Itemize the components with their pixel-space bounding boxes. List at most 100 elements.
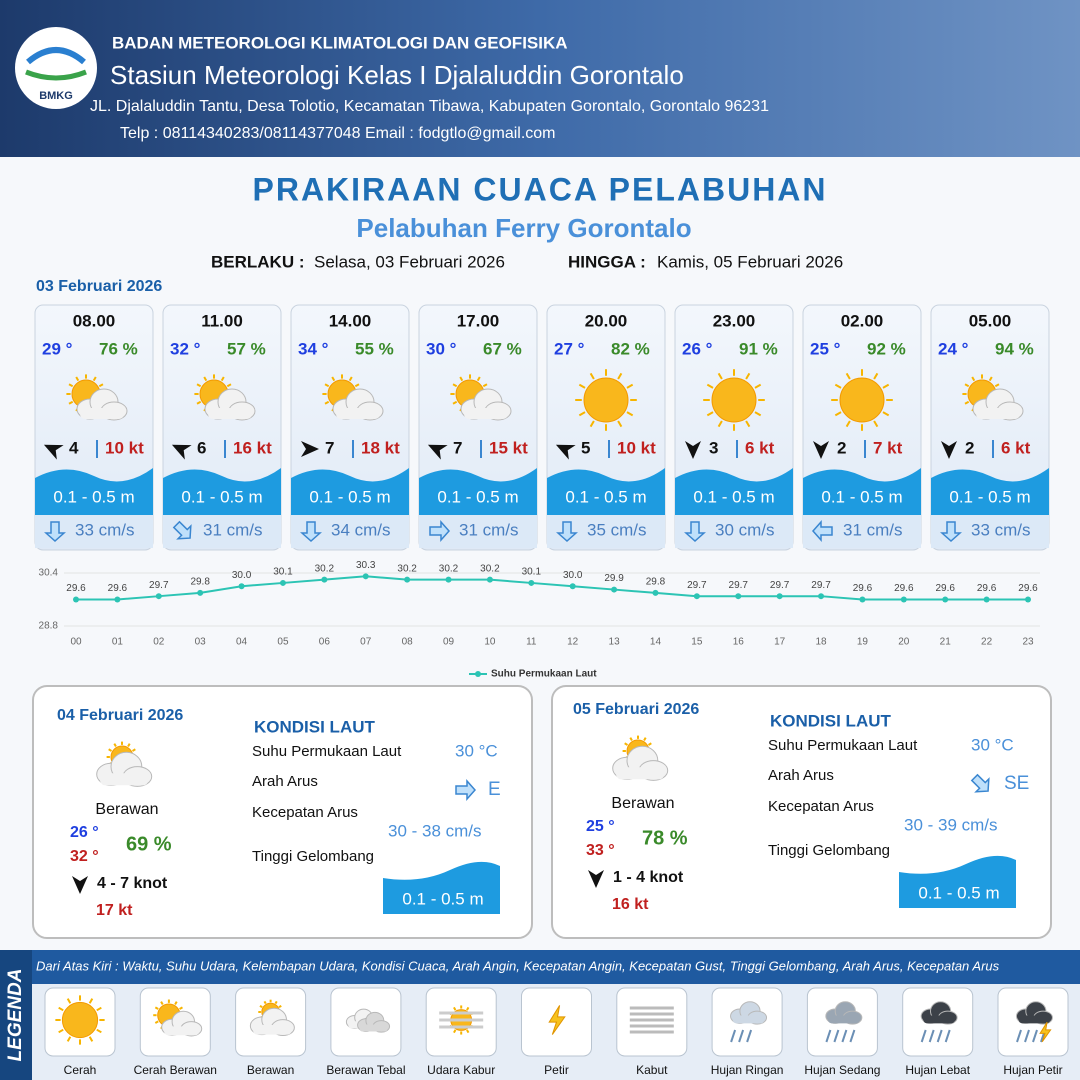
- day-heading: KONDISI LAUT: [770, 711, 892, 730]
- point: [776, 593, 783, 600]
- slot-wind: 3: [709, 438, 718, 457]
- slot-rh: 55 %: [355, 339, 394, 358]
- data-label: 29.6: [853, 583, 873, 594]
- slot-current: 35 cm/s: [587, 520, 647, 539]
- slot-current: 33 cm/s: [75, 520, 135, 539]
- wave-shape: [35, 468, 153, 515]
- sun-ray: [717, 372, 723, 380]
- data-label: 29.7: [811, 580, 831, 591]
- cloud-base: [828, 1015, 860, 1024]
- current-arrow: [300, 521, 322, 543]
- slot-wind: 4: [69, 438, 79, 457]
- cloud-icon: [825, 1001, 863, 1025]
- wind-arrow: [588, 870, 604, 888]
- x-tick-label: 04: [236, 637, 248, 648]
- wave-shape: [163, 468, 281, 515]
- data-label: 29.6: [894, 583, 914, 594]
- sun-ray: [873, 420, 879, 428]
- sun-ray: [964, 383, 970, 388]
- cloud-icon: [249, 1007, 295, 1037]
- line: [76, 575, 1028, 601]
- point: [528, 579, 535, 586]
- sun-ray: [453, 1006, 457, 1011]
- sun-ray: [174, 1001, 178, 1006]
- x-tick-label: 10: [484, 637, 496, 648]
- data-label: 30.0: [563, 570, 583, 581]
- x-tick-label: 15: [691, 637, 703, 648]
- contact: Telp : 08114340283/08114377048 Email : f…: [120, 125, 556, 142]
- legend-item-label: Berawan: [247, 1063, 294, 1077]
- current-arrow: [940, 521, 962, 543]
- x-tick-label: 12: [567, 637, 579, 648]
- to-label: HINGGA :: [568, 252, 646, 271]
- slot-wave: 0.1 - 0.5 m: [437, 487, 518, 506]
- condition-label: Kecepatan Arus: [252, 804, 358, 821]
- slot-gust: 6 kt: [1001, 438, 1031, 457]
- current-arrow: [172, 520, 192, 540]
- day-current-dir: SE: [1004, 773, 1029, 794]
- title: PRAKIRAAN CUACA PELABUHAN: [252, 171, 827, 207]
- current-arrow: [684, 521, 706, 543]
- x-tick-label: 21: [940, 637, 952, 648]
- sun-ray: [629, 737, 633, 742]
- sun-ray: [964, 400, 970, 405]
- logo-text: BMKG: [39, 90, 73, 102]
- day-rh: 78 %: [642, 827, 688, 849]
- sun-ray: [466, 1029, 470, 1034]
- rain-drop: [936, 1029, 943, 1043]
- slot-temp: 27 °: [554, 339, 585, 358]
- sun-ray: [75, 376, 80, 382]
- rain-drop: [841, 1029, 848, 1043]
- data-label: 29.7: [149, 580, 169, 591]
- slot-time: 14.00: [329, 311, 372, 330]
- point: [73, 596, 79, 603]
- sun-ray: [745, 420, 751, 428]
- bolt: [1039, 1021, 1052, 1043]
- data-label: 29.6: [66, 583, 86, 594]
- rain-drop: [825, 1029, 832, 1043]
- slot-current: 31 cm/s: [843, 520, 903, 539]
- day-tmax: 32 °: [70, 848, 99, 865]
- sun-ray: [476, 376, 481, 382]
- x-tick-label: 07: [360, 637, 372, 648]
- sun-ray: [482, 383, 488, 388]
- sun-ray: [324, 383, 330, 388]
- point: [114, 596, 121, 603]
- cloud-base: [616, 767, 665, 780]
- sun-ray: [58, 1028, 64, 1034]
- slot-wind: 5: [581, 438, 590, 457]
- slot-time: 02.00: [841, 311, 884, 330]
- x-tick-label: 20: [898, 637, 910, 648]
- slot-current: 30 cm/s: [715, 520, 775, 539]
- x-tick-label: 06: [319, 637, 331, 648]
- data-label: 29.6: [935, 583, 955, 594]
- condition-label: Tinggi Gelombang: [252, 848, 374, 865]
- slot-wave: 0.1 - 0.5 m: [693, 487, 774, 506]
- sun-ray: [466, 1006, 470, 1011]
- wave-shape: [803, 468, 921, 515]
- cloud-icon: [204, 388, 256, 421]
- sun-ray: [96, 1028, 102, 1034]
- wind-arrow: [941, 441, 957, 459]
- point: [693, 593, 700, 600]
- sun-ray: [589, 372, 595, 380]
- slot-rh: 91 %: [739, 339, 778, 358]
- sun-ray: [88, 1036, 94, 1042]
- sun-ray: [160, 1001, 164, 1006]
- legend-item-label: Berawan Tebal: [326, 1063, 405, 1077]
- cloud-icon: [1015, 1001, 1053, 1025]
- data-label: 29.7: [729, 580, 749, 591]
- cloud-base: [100, 773, 149, 786]
- cloud-base: [923, 1015, 955, 1024]
- day-wind: 1 - 4 knot: [613, 869, 684, 886]
- wind-arrow: [685, 441, 701, 459]
- wave-shape: [675, 468, 793, 515]
- point: [279, 579, 286, 586]
- legend-entry: Suhu Permukaan Laut: [491, 669, 597, 680]
- sun-ray: [617, 420, 623, 428]
- data-label: 30.1: [522, 567, 542, 578]
- sun-ray: [154, 1006, 159, 1010]
- day-weather: Berawan: [95, 801, 158, 818]
- rain-drop: [920, 1029, 927, 1043]
- cloud-base: [359, 1024, 388, 1032]
